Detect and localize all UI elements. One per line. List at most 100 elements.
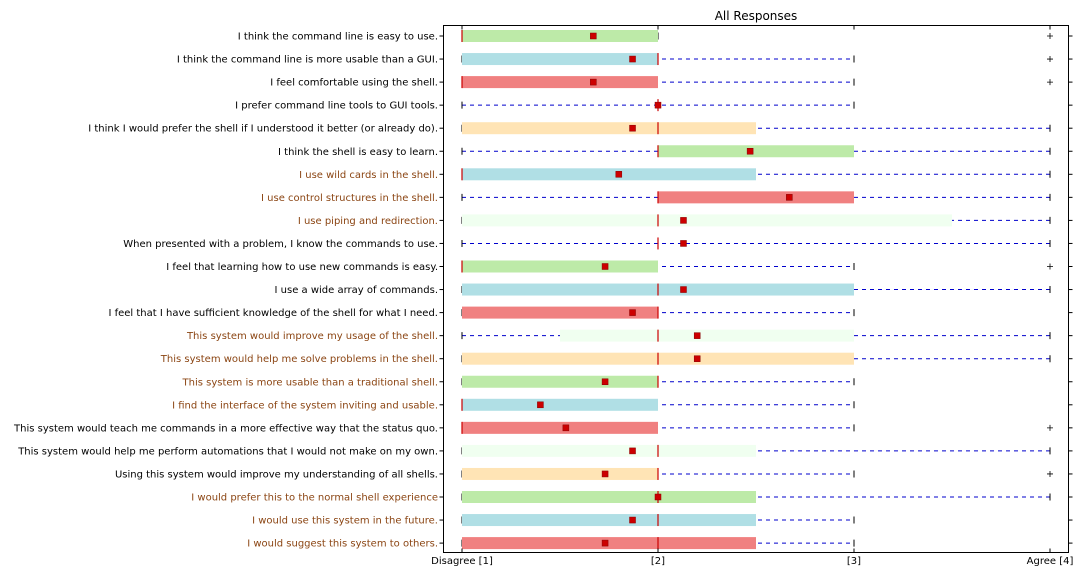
- mean-marker: [654, 101, 662, 109]
- item-row: [461, 99, 855, 112]
- iqr-box: [462, 306, 658, 319]
- outlier-marker: [1047, 33, 1053, 39]
- item-label: I use piping and redirection.: [298, 216, 438, 227]
- mean-marker: [590, 32, 597, 40]
- iqr-box: [462, 514, 756, 527]
- iqr-box: [462, 375, 658, 388]
- iqr-box: [462, 214, 952, 227]
- chart-title: All Responses: [715, 9, 798, 23]
- iqr-box: [462, 168, 756, 181]
- x-tick-label: Agree [4]: [1027, 556, 1074, 567]
- mean-marker: [680, 286, 687, 293]
- item-label: I find the interface of the system invit…: [172, 400, 438, 411]
- mean-marker: [746, 148, 754, 155]
- item-label: I feel comfortable using the shell.: [270, 78, 438, 89]
- iqr-box: [462, 122, 756, 135]
- x-tick-label: [3]: [847, 556, 861, 567]
- item-row: [461, 352, 1051, 365]
- iqr-box: [462, 467, 658, 480]
- item-label: I think the command line is easy to use.: [238, 32, 438, 43]
- mean-marker: [629, 55, 636, 63]
- item-label: This system is more usable than a tradit…: [182, 377, 439, 388]
- item-row: [461, 329, 1051, 342]
- mean-marker: [629, 309, 636, 316]
- x-axis: Disagree [1] [2] [3] Agree [4]: [431, 25, 1074, 567]
- plot-frame: [443, 25, 1069, 553]
- item-row: [461, 283, 1051, 296]
- iqr-box: [462, 398, 658, 411]
- plot-rows: [461, 30, 1053, 550]
- iqr-box: [462, 30, 658, 42]
- outlier-marker: [1047, 263, 1053, 270]
- mean-marker: [629, 124, 636, 132]
- item-label: This system would help me solve problems…: [160, 354, 438, 365]
- x-tick-label: [2]: [651, 556, 665, 567]
- item-label: I think I would prefer the shell if I un…: [88, 124, 438, 135]
- mean-marker: [693, 355, 701, 362]
- y-axis-labels: I think the command line is easy to use.…: [13, 32, 1073, 550]
- mean-marker: [537, 401, 544, 409]
- item-row: [461, 491, 1051, 503]
- iqr-box: [462, 537, 756, 550]
- item-label: I prefer command line tools to GUI tools…: [235, 101, 438, 112]
- x-tick-label: Disagree [1]: [431, 556, 493, 567]
- item-label: This system would teach me commands in a…: [13, 423, 438, 434]
- item-label: I use a wide array of commands.: [275, 285, 438, 296]
- mean-marker: [680, 240, 687, 247]
- item-row: [461, 306, 855, 319]
- item-row: [461, 30, 1053, 42]
- item-row: [461, 375, 855, 388]
- item-row: [461, 191, 1051, 204]
- item-label: When presented with a problem, I know th…: [123, 239, 438, 250]
- item-label: Using this system would improve my under…: [115, 469, 438, 480]
- mean-marker: [654, 493, 662, 501]
- outlier-marker: [1047, 424, 1053, 431]
- mean-marker: [562, 424, 570, 432]
- item-row: [461, 53, 1053, 66]
- item-label: I use wild cards in the shell.: [299, 170, 438, 181]
- mean-marker: [786, 194, 793, 201]
- item-label: I feel that I have sufficient knowledge …: [108, 308, 438, 319]
- item-label: I feel that learning how to use new comm…: [166, 262, 438, 273]
- item-row: [461, 122, 1051, 135]
- mean-marker: [629, 447, 636, 455]
- iqr-box: [462, 76, 658, 89]
- item-row: [461, 421, 1053, 434]
- mean-marker: [629, 516, 636, 524]
- item-row: [461, 145, 1051, 158]
- mean-marker: [590, 78, 597, 86]
- iqr-box: [658, 145, 854, 158]
- outlier-marker: [1047, 470, 1053, 477]
- mean-marker: [615, 171, 623, 178]
- iqr-box: [462, 491, 756, 503]
- item-row: [461, 514, 855, 527]
- item-row: [461, 537, 855, 550]
- outlier-marker: [1047, 56, 1053, 63]
- iqr-box: [462, 444, 756, 457]
- item-label: I use control structures in the shell.: [261, 193, 438, 204]
- item-row: [461, 214, 1051, 227]
- item-label: I would use this system in the future.: [252, 516, 438, 527]
- iqr-box: [462, 260, 658, 273]
- mean-marker: [601, 263, 609, 270]
- item-label: This system would improve my usage of th…: [186, 331, 438, 342]
- item-row: [461, 467, 1053, 480]
- mean-marker: [601, 470, 609, 478]
- iqr-box: [462, 53, 658, 66]
- item-label: I think the shell is easy to learn.: [278, 147, 438, 158]
- mean-marker: [680, 217, 687, 224]
- item-row: [461, 398, 855, 411]
- item-label: I would prefer this to the normal shell …: [191, 493, 438, 504]
- mean-marker: [601, 539, 609, 547]
- item-label: This system would help me perform automa…: [17, 446, 438, 457]
- iqr-box: [560, 329, 854, 342]
- iqr-box: [462, 421, 658, 434]
- item-row: [461, 444, 1051, 457]
- item-row: [461, 260, 1053, 273]
- mean-marker: [693, 332, 701, 339]
- iqr-box: [658, 191, 854, 204]
- item-row: [461, 76, 1053, 89]
- item-label: I think the command line is more usable …: [177, 55, 438, 66]
- mean-marker: [601, 378, 609, 385]
